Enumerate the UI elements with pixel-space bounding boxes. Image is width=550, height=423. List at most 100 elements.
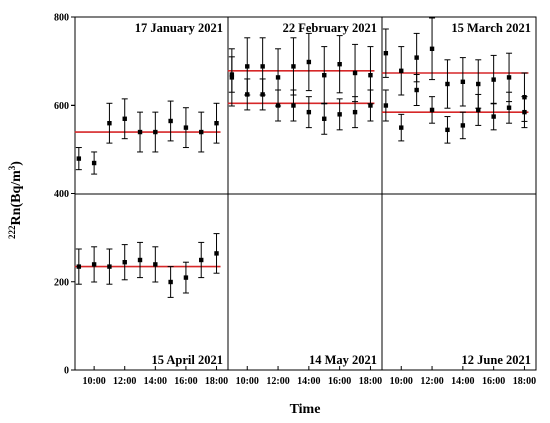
point-marker [445, 127, 450, 133]
data-point [137, 241, 144, 279]
panel-frame [227, 193, 383, 371]
data-point [367, 46, 374, 105]
data-point [106, 102, 113, 144]
y-axis-title-close: ) [9, 161, 24, 166]
y-tick-label: 200 [54, 277, 69, 288]
point-marker [137, 257, 143, 263]
panel-2: 22 February 2021 [227, 16, 383, 195]
point-marker [414, 87, 419, 93]
y-axis-title: 222Rn(Bq/m3) [7, 161, 24, 239]
point-marker [137, 129, 143, 135]
point-marker [122, 116, 127, 121]
point-marker [322, 73, 327, 78]
panel-title: 22 February 2021 [283, 21, 377, 35]
data-point [521, 72, 528, 122]
data-point [152, 111, 159, 153]
y-tick-label: 800 [54, 13, 69, 24]
y-axis-title-exponent: 3 [7, 165, 17, 170]
data-point [75, 147, 82, 171]
point-marker [491, 114, 496, 119]
x-tick-label: 10:00 [82, 376, 105, 387]
point-marker [429, 107, 435, 113]
data-point [75, 248, 82, 285]
point-marker [383, 103, 389, 108]
point-marker [399, 68, 404, 73]
point-marker [383, 51, 389, 56]
panel-1: 17 January 2021 [74, 16, 229, 195]
panel-3: 15 March 2021 [381, 16, 537, 195]
y-tick-label: 0 [64, 366, 69, 377]
data-point [506, 52, 513, 103]
point-marker [168, 279, 173, 285]
point-marker [322, 116, 327, 121]
data-point [259, 37, 266, 96]
point-marker [168, 118, 173, 124]
point-marker [306, 59, 312, 65]
data-point [275, 48, 282, 107]
x-tick-label: 12:00 [266, 376, 289, 387]
x-tick-label: 14:00 [451, 376, 474, 387]
point-marker [291, 103, 296, 108]
point-marker [153, 129, 158, 135]
panel-title: 14 May 2021 [309, 353, 377, 367]
data-point [429, 17, 436, 81]
data-point [429, 96, 436, 124]
data-point [382, 89, 389, 122]
point-marker [153, 262, 158, 267]
x-tick-label: 10:00 [390, 376, 413, 387]
point-marker [275, 75, 281, 80]
data-point [352, 43, 359, 103]
y-axis-ticks: 0 200 400 600 800 [54, 13, 75, 377]
data-point [137, 111, 144, 153]
data-point [444, 116, 451, 144]
point-marker [476, 81, 481, 87]
point-marker [76, 264, 82, 269]
panels: 17 January 2021 22 February 2021 15 March … [74, 16, 537, 371]
data-point [198, 241, 205, 279]
point-marker [245, 64, 250, 69]
point-marker [229, 75, 235, 80]
point-marker [460, 123, 466, 128]
point-marker [368, 73, 373, 78]
panel-6: 12 June 2021 [381, 17, 537, 371]
point-marker [91, 160, 97, 166]
data-point [182, 261, 189, 294]
x-tick-label: 16:00 [174, 376, 197, 387]
data-point [305, 32, 312, 92]
data-point [336, 35, 343, 94]
panel-title: 17 January 2021 [135, 21, 223, 35]
point-marker [506, 75, 512, 80]
data-point [321, 102, 328, 135]
data-point [398, 113, 405, 142]
panel-frame [227, 16, 383, 195]
x-tick-label: 18:00 [513, 376, 536, 387]
data-point [336, 98, 343, 131]
point-marker [122, 260, 127, 265]
data-point [91, 246, 98, 283]
point-marker [352, 70, 358, 76]
point-marker [260, 64, 265, 69]
panel-5: 14 May 2021 [227, 32, 383, 371]
data-point [459, 111, 466, 140]
y-tick-label: 400 [54, 189, 69, 200]
panel-4: 15 April 2021 [74, 193, 229, 371]
x-tick-label: 16:00 [328, 376, 351, 387]
point-marker [476, 107, 481, 113]
point-marker [107, 264, 112, 269]
data-point [382, 28, 389, 78]
point-marker [460, 79, 466, 84]
point-marker [506, 105, 512, 110]
point-marker [522, 95, 527, 100]
data-point [413, 32, 420, 83]
point-marker [368, 103, 373, 108]
point-marker [337, 62, 342, 67]
data-point [121, 98, 128, 140]
data-point [152, 246, 159, 283]
panel-title: 15 April 2021 [151, 353, 223, 367]
data-point [290, 37, 297, 96]
data-point [182, 107, 189, 149]
data-point [398, 46, 405, 96]
panel-frame [381, 16, 537, 195]
point-marker [76, 156, 82, 161]
